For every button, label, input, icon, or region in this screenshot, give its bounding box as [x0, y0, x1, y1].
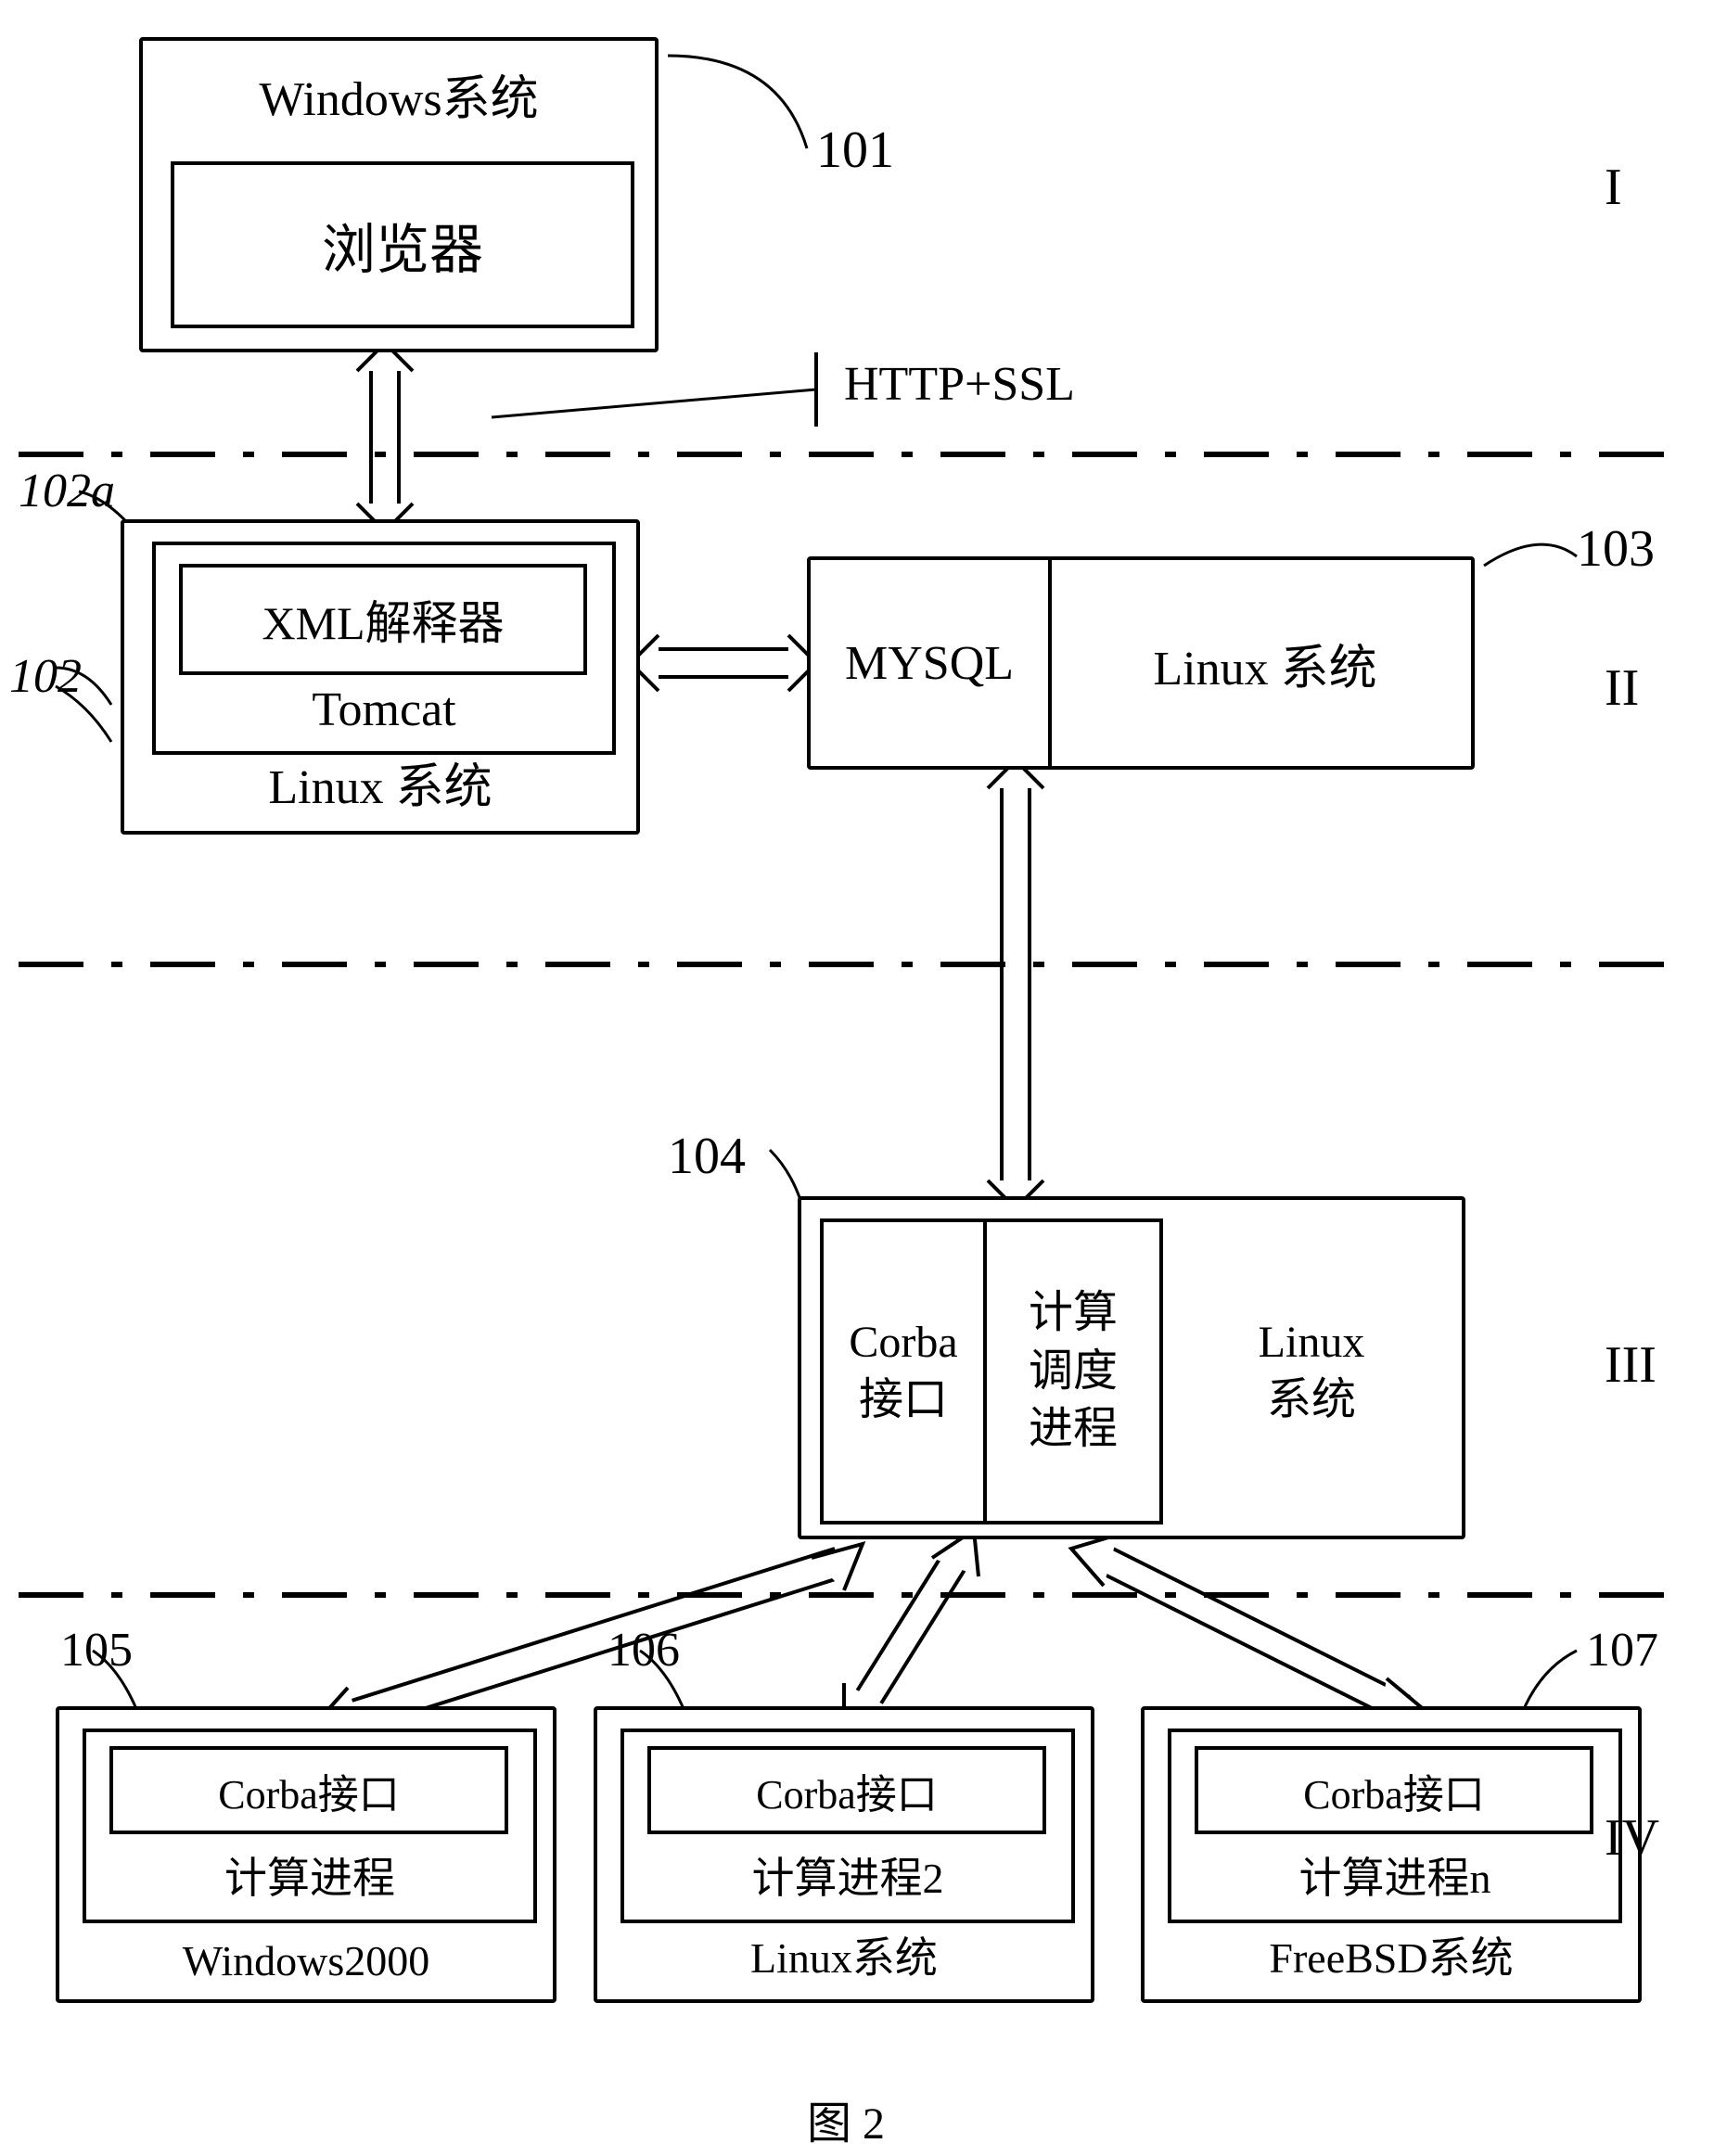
- box-105-proc: 计算进程: [86, 1844, 533, 1906]
- box-107-proc: 计算进程n: [1171, 1844, 1618, 1906]
- callout-label-101: 101: [816, 121, 894, 180]
- box-102-sys: Linux 系统: [124, 747, 636, 817]
- box-107-mid: 计算进程n Corba接口: [1168, 1729, 1622, 1923]
- box-102-mid: Tomcat XML解释器: [152, 542, 616, 755]
- box-106-sys: Linux系统: [597, 1924, 1091, 1985]
- box-103: MYSQL Linux 系统: [807, 556, 1475, 770]
- http-ssl-pointer: [492, 389, 816, 417]
- box-102: Linux 系统 Tomcat XML解释器: [121, 519, 640, 835]
- callout-label-104: 104: [668, 1127, 746, 1186]
- http-ssl-label: HTTP+SSL: [844, 357, 1075, 412]
- box-102-tomcat: Tomcat: [156, 683, 612, 737]
- box-104-linux: Linux 系统: [1172, 1218, 1451, 1525]
- box-107-corba: Corba接口: [1195, 1746, 1593, 1834]
- arrow-104-106: [844, 1530, 979, 1734]
- box-104-corba: Corba 接口: [820, 1218, 987, 1525]
- box-101-inner: 浏览器: [171, 161, 634, 328]
- box-106-mid: 计算进程2 Corba接口: [620, 1729, 1075, 1923]
- box-103-mysql: MYSQL: [811, 560, 1052, 766]
- tier-label-I: I: [1605, 158, 1622, 217]
- callout-label-106: 106: [608, 1623, 680, 1678]
- callout-label-103: 103: [1577, 519, 1655, 579]
- box-106-proc: 计算进程2: [624, 1844, 1071, 1906]
- callout-label-105: 105: [60, 1623, 133, 1678]
- box-101-title: Windows系统: [259, 59, 538, 129]
- arrow-101-102: [357, 343, 413, 531]
- arrow-102-103: [631, 635, 816, 691]
- box-107-sys: FreeBSD系统: [1145, 1924, 1638, 1985]
- box-106: Linux系统 计算进程2 Corba接口: [594, 1706, 1094, 2003]
- tier-label-II: II: [1605, 658, 1639, 718]
- callout-label-102: 102: [9, 649, 82, 704]
- arrow-104-107: [1071, 1535, 1442, 1734]
- box-105: Windows2000 计算进程 Corba接口: [56, 1706, 556, 2003]
- tier-label-IV: IV: [1605, 1808, 1659, 1868]
- box-105-sys: Windows2000: [59, 1936, 553, 1985]
- box-106-corba: Corba接口: [647, 1746, 1046, 1834]
- box-105-mid: 计算进程 Corba接口: [83, 1729, 537, 1923]
- callout-101: [668, 56, 807, 148]
- figure-caption: 图 2: [807, 2086, 885, 2151]
- tier-label-III: III: [1605, 1335, 1656, 1395]
- callout-103: [1484, 544, 1577, 566]
- box-104: Corba 接口 计算 调度 进程 Linux 系统: [798, 1196, 1465, 1539]
- architecture-diagram: Windows系统 浏览器 101 Linux 系统 Tomcat XML解释器…: [0, 0, 1714, 2156]
- box-105-corba: Corba接口: [109, 1746, 508, 1834]
- box-102-xml: XML解释器: [179, 564, 587, 675]
- callout-label-107: 107: [1586, 1623, 1658, 1678]
- box-101: Windows系统 浏览器: [139, 37, 659, 352]
- box-104-sched: 计算 调度 进程: [987, 1218, 1163, 1525]
- box-103-linux: Linux 系统: [1052, 560, 1478, 766]
- callout-label-102a: 102a: [19, 464, 115, 518]
- box-107: FreeBSD系统 计算进程n Corba接口: [1141, 1706, 1642, 2003]
- arrow-103-104: [988, 760, 1043, 1208]
